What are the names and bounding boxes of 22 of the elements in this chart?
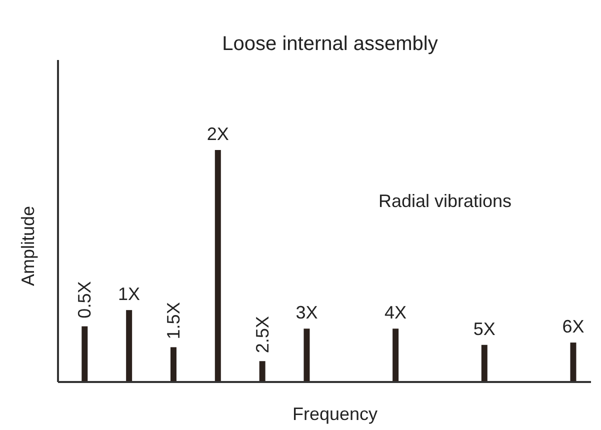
bar	[570, 342, 576, 382]
annotation: Radial vibrations	[378, 191, 512, 211]
x-tick-label: 6X	[562, 316, 584, 337]
x-tick-label: 4X	[384, 302, 407, 323]
y-axis-title: Amplitude	[18, 206, 38, 286]
bar	[259, 361, 266, 382]
bar	[214, 150, 221, 382]
x-tick-label: 0.5X	[74, 281, 95, 318]
bar	[82, 326, 88, 382]
x-tick-label: 3X	[296, 302, 318, 323]
bar	[481, 344, 488, 382]
bar	[304, 328, 310, 382]
x-tick-label: 2X	[206, 124, 229, 144]
x-tick-label: 1.5X	[163, 302, 184, 340]
bar	[170, 347, 176, 382]
bar	[392, 328, 399, 382]
chart-title: Loose internal assembly	[222, 33, 438, 55]
x-tick-label: 1X	[118, 284, 140, 304]
x-tick-label: 2.5X	[252, 316, 272, 354]
bar	[126, 310, 132, 382]
x-tick-label: 5X	[473, 318, 496, 339]
x-axis-title: Frequency	[292, 404, 378, 424]
